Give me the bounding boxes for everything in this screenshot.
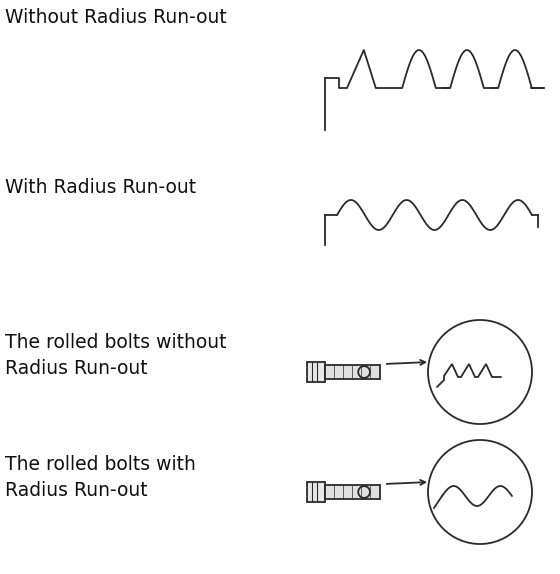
- Polygon shape: [324, 485, 380, 499]
- Polygon shape: [324, 365, 380, 379]
- Polygon shape: [306, 482, 324, 502]
- Text: Without Radius Run-out: Without Radius Run-out: [5, 8, 227, 27]
- Text: With Radius Run-out: With Radius Run-out: [5, 178, 196, 197]
- Text: The rolled bolts with
Radius Run-out: The rolled bolts with Radius Run-out: [5, 455, 196, 501]
- Polygon shape: [306, 362, 324, 382]
- Text: The rolled bolts without
Radius Run-out: The rolled bolts without Radius Run-out: [5, 333, 226, 378]
